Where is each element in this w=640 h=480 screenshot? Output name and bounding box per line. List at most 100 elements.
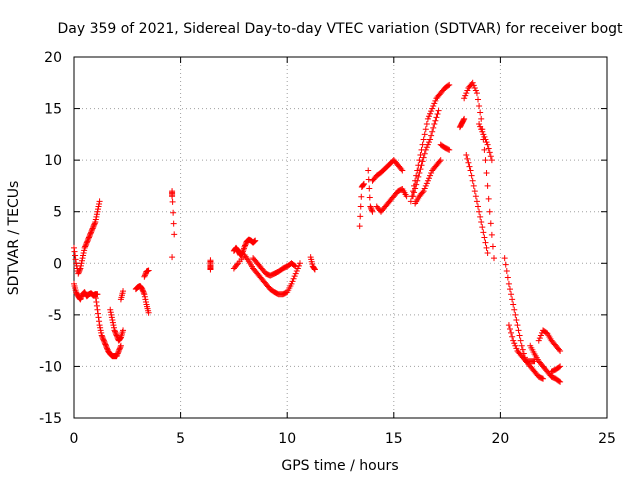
data-point: [72, 256, 79, 263]
x-tick-label: 20: [491, 431, 509, 447]
data-point: [482, 157, 489, 164]
data-point: [479, 128, 486, 135]
data-point: [99, 333, 106, 340]
data-point: [468, 172, 475, 179]
data-point: [116, 346, 123, 353]
data-point: [420, 188, 427, 195]
x-tick-label: 10: [278, 431, 296, 447]
data-point: [483, 139, 490, 146]
x-axis-title: GPS time / hours: [281, 458, 398, 474]
data-point: [75, 270, 82, 277]
data-point: [537, 332, 544, 339]
data-point: [422, 126, 429, 133]
data-point: [514, 322, 521, 329]
data-point: [103, 344, 110, 351]
data-point: [96, 198, 103, 205]
data-point: [436, 158, 443, 165]
data-point: [508, 291, 515, 298]
data-point: [502, 261, 509, 268]
data-point: [72, 252, 79, 259]
data-point: [367, 204, 374, 211]
data-point: [464, 87, 471, 94]
data-point: [519, 346, 526, 353]
data-point: [477, 123, 484, 130]
data-point: [290, 275, 297, 282]
data-point: [437, 157, 444, 164]
data-point: [251, 238, 258, 245]
data-point: [435, 107, 442, 114]
y-tick-label: -5: [48, 308, 62, 324]
data-point: [476, 121, 483, 128]
data-point: [311, 265, 318, 272]
data-point: [241, 243, 248, 250]
data-point: [100, 337, 107, 344]
data-point: [518, 342, 525, 349]
data-point: [360, 180, 367, 187]
data-point: [97, 324, 104, 331]
data-point: [92, 291, 99, 298]
data-point: [115, 349, 122, 356]
data-point: [421, 150, 428, 157]
data-point: [403, 193, 410, 200]
data-point: [431, 100, 438, 107]
data-point: [110, 324, 117, 331]
data-point: [419, 158, 426, 165]
data-point: [360, 181, 367, 188]
data-point: [420, 136, 427, 143]
data-point: [477, 213, 484, 220]
data-point: [78, 293, 85, 300]
data-point: [120, 288, 127, 295]
data-point: [114, 350, 121, 357]
data-point: [367, 203, 374, 210]
data-point: [486, 149, 493, 156]
data-point: [114, 351, 121, 358]
data-point: [432, 97, 439, 104]
data-point: [504, 274, 511, 281]
data-point: [107, 306, 114, 313]
data-point: [428, 170, 435, 177]
plot-frame: [73, 56, 608, 419]
data-point: [251, 238, 258, 245]
data-point: [291, 273, 298, 280]
data-point: [169, 188, 176, 195]
data-point: [292, 270, 299, 277]
data-point: [472, 87, 479, 94]
data-point: [424, 177, 431, 184]
data-point: [536, 335, 543, 342]
data-point: [170, 220, 177, 227]
x-tick-label: 15: [385, 431, 403, 447]
data-point: [460, 116, 467, 123]
data-point: [486, 208, 493, 215]
data-point: [87, 230, 94, 237]
data-point: [470, 82, 477, 89]
data-point: [98, 329, 105, 336]
data-point: [417, 151, 424, 158]
data-point: [93, 302, 100, 309]
data-point: [91, 220, 98, 227]
data-point: [80, 249, 87, 256]
data-point: [418, 162, 425, 169]
data-point: [145, 267, 152, 274]
data-point: [427, 110, 434, 117]
data-point: [469, 79, 476, 86]
data-point: [510, 301, 517, 308]
data-point: [86, 233, 93, 240]
data-point: [487, 220, 494, 227]
data-point: [487, 153, 494, 160]
data-point: [409, 193, 416, 200]
data-point: [478, 219, 485, 226]
data-point: [512, 311, 519, 318]
data-point: [117, 344, 124, 351]
data-point: [423, 180, 430, 187]
data-point: [423, 144, 430, 151]
data-point: [445, 82, 452, 89]
data-point: [81, 244, 88, 251]
data-point: [117, 342, 124, 349]
data-point: [83, 240, 90, 247]
data-point: [484, 182, 491, 189]
data-point: [170, 209, 177, 216]
data-point: [425, 175, 432, 182]
data-point: [86, 231, 93, 238]
data-point: [411, 189, 418, 196]
data-point: [483, 244, 490, 251]
